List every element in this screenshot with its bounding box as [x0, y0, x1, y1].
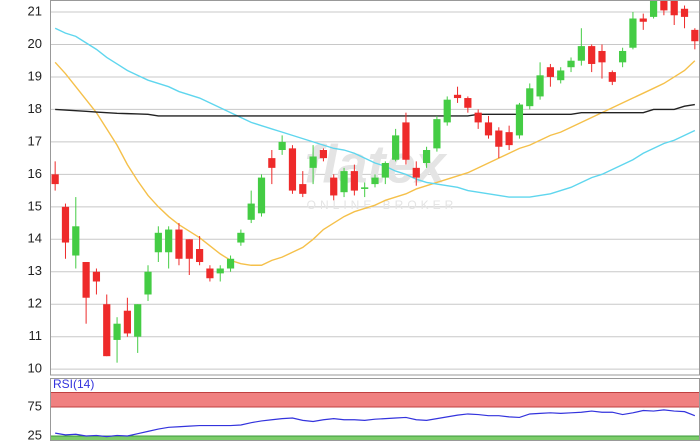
candle-body [484, 122, 493, 136]
y-tick-label: 19 [28, 68, 42, 83]
candle-body [546, 67, 554, 77]
y-tick-label: 12 [28, 296, 42, 311]
candle-body [392, 135, 400, 160]
candle-body [453, 94, 462, 99]
candle-body [515, 104, 524, 136]
candle-body [526, 88, 534, 107]
candle-body [51, 174, 59, 185]
candle-body [134, 304, 142, 337]
moving-average [55, 103, 695, 117]
candle-body [660, 0, 668, 11]
candle-body [670, 0, 678, 16]
y-tick-label: 13 [28, 263, 42, 278]
watermark-subtitle: ONLINE BROKER [307, 198, 458, 212]
candle-body [216, 268, 224, 274]
candle-body [536, 75, 544, 97]
moving-average [54, 60, 696, 266]
candle-body [619, 50, 627, 63]
candle-body [113, 323, 121, 340]
candle-body [268, 158, 276, 168]
y-tick-label: 17 [28, 133, 42, 148]
candle-body [319, 150, 328, 159]
candle-body [371, 177, 379, 185]
candle-body [588, 46, 596, 64]
candle-body [495, 130, 503, 147]
moving-average [54, 27, 696, 198]
candle-body [505, 132, 513, 146]
candle-body [474, 112, 482, 123]
candle-body [350, 171, 358, 191]
axes: 10 11 12 13 14 15 16 17 18 19 20 21 75 25 RSI(14) [28, 3, 95, 441]
candle-body [340, 171, 348, 193]
candle-body [196, 249, 204, 263]
candle-body [567, 60, 575, 68]
candle-body [381, 162, 389, 178]
overbought-band [50, 392, 700, 408]
rsi-tick-label: 75 [28, 398, 42, 413]
candle-body [680, 8, 689, 17]
rsi-panel [50, 392, 700, 441]
candle-body [247, 203, 255, 220]
candle-body [226, 258, 235, 269]
candle-body [299, 184, 307, 194]
y-tick-label: 14 [28, 231, 42, 246]
candle-body [175, 229, 183, 259]
y-tick-label: 20 [28, 36, 42, 51]
y-tick-label: 18 [28, 101, 42, 116]
y-tick-label: 10 [28, 361, 42, 376]
candle-body [185, 239, 193, 259]
candle-body [72, 226, 80, 256]
candle-body [361, 187, 369, 189]
candle-body [257, 177, 266, 214]
candle-body [144, 271, 152, 295]
rsi-tick-label: 25 [28, 427, 42, 441]
oversold-band [50, 435, 700, 441]
candle-body [608, 72, 616, 82]
candle-body [237, 232, 245, 243]
candle-body [154, 232, 162, 253]
rsi-title: RSI(14) [53, 377, 94, 391]
candle-body [165, 229, 173, 253]
candle-body [412, 167, 420, 178]
y-tick-label: 16 [28, 166, 42, 181]
candle-body [61, 206, 70, 243]
y-tick-label: 21 [28, 3, 42, 18]
candle-body [402, 122, 410, 160]
candle-body [309, 156, 317, 168]
candle-body [278, 141, 286, 150]
watermark: flatex [304, 134, 447, 194]
candle-body [123, 310, 131, 334]
candle-body [557, 70, 565, 81]
candle-body [649, 0, 658, 17]
candle-body [433, 119, 441, 149]
candle-body [464, 98, 472, 108]
y-tick-label: 11 [29, 328, 43, 343]
candle-body [103, 304, 111, 357]
candle-body [330, 177, 338, 196]
candle-body [629, 18, 637, 48]
candle-body [577, 46, 585, 61]
candle-body [639, 18, 647, 22]
candle-body [206, 268, 214, 279]
candle-body [288, 148, 297, 191]
candle-body [82, 262, 90, 298]
candle-body [422, 150, 431, 163]
candle-body [598, 50, 606, 63]
candle-body [92, 271, 101, 282]
candle-body [691, 29, 699, 42]
rsi-line [55, 409, 696, 438]
candle-body [443, 99, 451, 123]
y-tick-label: 15 [28, 198, 42, 213]
price-panel: flatex ONLINE BROKER [50, 0, 700, 370]
